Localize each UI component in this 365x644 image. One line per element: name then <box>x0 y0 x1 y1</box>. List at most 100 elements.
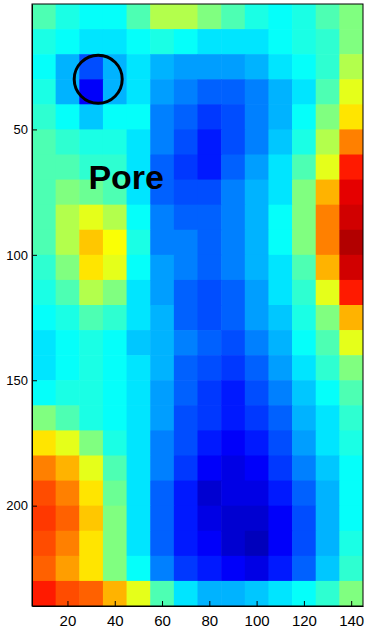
heatmap-cell <box>221 180 245 206</box>
heatmap-cell <box>245 4 269 30</box>
heatmap-cell <box>79 4 103 30</box>
heatmap-cell <box>245 230 269 256</box>
heatmap-cell <box>150 430 174 456</box>
heatmap-cell <box>245 330 269 356</box>
x-tick-label: 100 <box>245 612 270 629</box>
heatmap-cell <box>198 581 222 606</box>
heatmap-cell <box>221 430 245 456</box>
heatmap-cell <box>103 104 127 130</box>
heatmap-cell <box>292 506 316 532</box>
heatmap-cell <box>221 280 245 306</box>
heatmap-cell <box>103 305 127 331</box>
heatmap-cell <box>127 330 151 356</box>
heatmap-cell <box>292 29 316 55</box>
heatmap-cell <box>103 506 127 532</box>
heatmap-cell <box>245 29 269 55</box>
heatmap-cell <box>32 456 56 482</box>
heatmap-cell <box>245 430 269 456</box>
heatmap-cell <box>32 405 56 431</box>
heatmap-cell <box>339 230 363 256</box>
heatmap-cell <box>268 54 292 80</box>
y-tick: 50 <box>14 122 37 137</box>
heatmap-cell <box>150 506 174 532</box>
y-tick-mark <box>32 506 37 507</box>
heatmap-cell <box>174 481 198 507</box>
plot-frame <box>32 4 363 606</box>
heatmap-cell <box>127 129 151 155</box>
heatmap-cell <box>292 405 316 431</box>
heatmap-cell <box>174 230 198 256</box>
heatmap-cell <box>32 104 56 130</box>
y-tick-label: 200 <box>6 498 28 513</box>
heatmap-cell <box>245 54 269 80</box>
heatmap-cell <box>127 481 151 507</box>
heatmap-cell <box>316 581 340 606</box>
y-tick: 200 <box>6 498 37 513</box>
x-tick-label: 20 <box>60 612 77 629</box>
heatmap-cell <box>150 79 174 105</box>
heatmap-cell <box>292 104 316 130</box>
heatmap-cell <box>339 355 363 381</box>
x-tick-label: 60 <box>154 612 171 629</box>
x-tick-label: 80 <box>201 612 218 629</box>
heatmap-cell <box>339 380 363 406</box>
x-tick: 100 <box>245 601 270 629</box>
heatmap-cell <box>103 456 127 482</box>
heatmap-cell <box>339 54 363 80</box>
heatmap-cell <box>103 4 127 30</box>
heatmap-cell <box>79 29 103 55</box>
heatmap-cell <box>32 556 56 582</box>
heatmap-cell <box>127 54 151 80</box>
heatmap-cell <box>221 531 245 557</box>
heatmap-cell <box>127 79 151 105</box>
heatmap-cell <box>174 380 198 406</box>
heatmap-cell <box>292 305 316 331</box>
heatmap-cell <box>150 481 174 507</box>
heatmap-cell <box>174 180 198 206</box>
heatmap-cell <box>127 355 151 381</box>
heatmap-cell <box>32 205 56 231</box>
heatmap-cell <box>79 205 103 231</box>
heatmap-cell <box>150 581 174 606</box>
heatmap-cell <box>221 4 245 30</box>
heatmap-cell <box>56 430 80 456</box>
heatmap-cell <box>198 330 222 356</box>
heatmap-cell <box>56 581 80 606</box>
heatmap-cell <box>221 380 245 406</box>
x-tick-mark <box>304 601 305 606</box>
x-tick-mark <box>162 601 163 606</box>
heatmap-cell <box>292 481 316 507</box>
heatmap-cell <box>174 506 198 532</box>
heatmap-cell <box>339 280 363 306</box>
heatmap-cell <box>79 330 103 356</box>
heatmap-cell <box>198 104 222 130</box>
heatmap-cell <box>292 531 316 557</box>
heatmap-cell <box>79 581 103 606</box>
heatmap-cell <box>127 506 151 532</box>
heatmap-cell <box>103 380 127 406</box>
heatmap-cell <box>150 104 174 130</box>
heatmap-cell <box>268 4 292 30</box>
heatmap-cell <box>56 556 80 582</box>
heatmap-cell <box>198 230 222 256</box>
heatmap-cell <box>103 531 127 557</box>
heatmap-cell <box>268 79 292 105</box>
heatmap-cell <box>339 531 363 557</box>
heatmap-cell <box>198 531 222 557</box>
heatmap-cell <box>339 180 363 206</box>
heatmap-cell <box>150 280 174 306</box>
heatmap-cell <box>32 4 56 30</box>
heatmap-cell <box>56 280 80 306</box>
heatmap-cell <box>316 29 340 55</box>
heatmap-cell <box>174 29 198 55</box>
y-tick: 100 <box>6 247 37 262</box>
heatmap-cell <box>79 255 103 281</box>
heatmap-cell <box>103 581 127 606</box>
heatmap-cell <box>198 305 222 331</box>
heatmap-cell <box>245 180 269 206</box>
heatmap-cell <box>268 255 292 281</box>
heatmap-cell <box>127 205 151 231</box>
heatmap-cell <box>174 330 198 356</box>
heatmap-cell <box>339 104 363 130</box>
heatmap-cell <box>268 456 292 482</box>
